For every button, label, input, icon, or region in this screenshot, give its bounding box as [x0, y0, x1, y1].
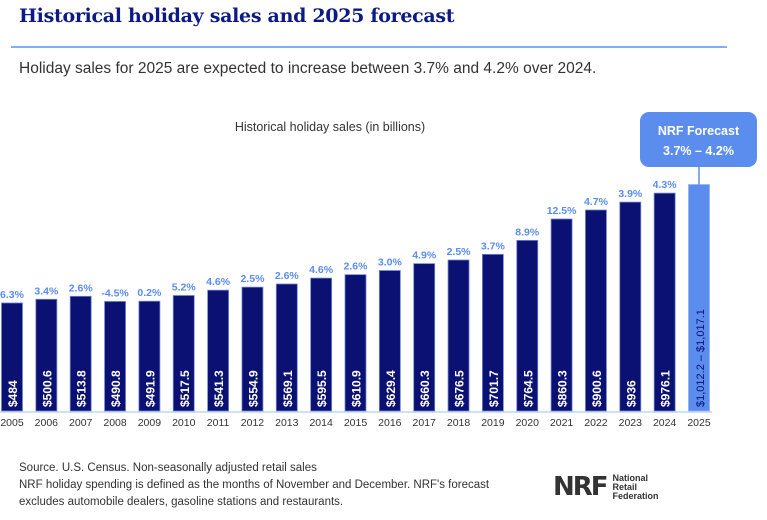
year-label: 2015	[344, 417, 368, 429]
growth-label: 3.9%	[618, 188, 643, 200]
growth-label: 4.6%	[206, 276, 231, 288]
bar-value-label: $900.6	[590, 370, 604, 407]
footer-notes: Source. U.S. Census. Non-seasonally adju…	[19, 460, 489, 511]
year-label: 2010	[172, 417, 196, 429]
year-label: 2012	[241, 417, 265, 429]
year-label: 2021	[550, 417, 574, 429]
bar-value-label: $1,012.2 – $1,017.1	[695, 309, 707, 407]
forecast-callout-range: 3.7% – 4.2%	[663, 144, 734, 158]
bar	[516, 239, 539, 412]
bar-value-label: $860.3	[556, 370, 570, 407]
year-label: 2013	[275, 417, 299, 429]
bar	[413, 263, 436, 412]
growth-label: 4.7%	[584, 196, 609, 208]
bar	[1, 302, 23, 412]
title-divider	[11, 46, 727, 48]
bar	[275, 283, 298, 412]
page-subtitle: Holiday sales for 2025 are expected to i…	[19, 60, 597, 77]
bar-value-label: $517.5	[178, 370, 192, 407]
bar-value-label: $610.9	[350, 370, 364, 407]
bar-value-label: $660.3	[418, 370, 432, 407]
logo-text: National Retail Federation	[612, 472, 659, 501]
year-label: 2008	[103, 417, 127, 429]
bar	[104, 301, 126, 412]
year-label: 2017	[413, 417, 437, 429]
growth-label: 5.2%	[172, 281, 197, 293]
growth-label: 4.3%	[653, 179, 678, 191]
bar	[619, 201, 642, 412]
bar-value-label: $701.7	[487, 370, 501, 407]
bar-value-label: $500.6	[40, 370, 54, 407]
source-note: Source. U.S. Census. Non-seasonally adju…	[19, 462, 317, 474]
logo-mark: NRF	[553, 472, 609, 502]
bar	[653, 192, 676, 412]
growth-label: 12.5%	[547, 205, 577, 217]
bar	[481, 253, 504, 412]
bar	[138, 300, 161, 412]
year-label: 2024	[653, 417, 677, 429]
bar	[207, 289, 230, 412]
bar	[550, 218, 573, 412]
page-title: Historical holiday sales and 2025 foreca…	[19, 5, 455, 27]
growth-label: 6.3%	[0, 289, 25, 301]
growth-label: 3.0%	[378, 257, 403, 269]
year-label: 2022	[584, 417, 608, 429]
growth-label: 2.6%	[69, 282, 94, 294]
bar	[585, 209, 607, 412]
nrf-logo: NRF National Retail Federation	[553, 472, 659, 502]
bar	[344, 274, 367, 412]
year-label: 2009	[138, 417, 162, 429]
bar	[447, 259, 470, 412]
growth-label: 2.5%	[447, 246, 472, 258]
growth-label: 2.6%	[275, 270, 300, 282]
year-label: 2019	[481, 417, 505, 429]
bar-value-label: $764.5	[521, 370, 535, 407]
bar-value-label: $676.5	[453, 370, 467, 407]
bar	[35, 298, 58, 412]
year-label: 2025	[687, 417, 711, 429]
bar-value-label: $484	[6, 380, 20, 407]
bar	[310, 277, 333, 412]
year-label: 2020	[516, 417, 540, 429]
year-label: 2023	[619, 417, 643, 429]
bar-value-label: $554.9	[246, 370, 260, 407]
bar-value-label: $490.8	[109, 370, 123, 407]
year-label: 2014	[309, 417, 333, 429]
bar-value-label: $595.5	[315, 370, 329, 407]
bar	[69, 295, 92, 412]
bar-value-label: $976.1	[659, 370, 673, 407]
bar-chart: Historical holiday sales (in billions) $…	[0, 112, 757, 429]
forecast-callout-title: NRF Forecast	[658, 124, 740, 138]
bar-value-label: $513.8	[75, 370, 89, 407]
year-label: 2016	[378, 417, 402, 429]
bar-value-label: $569.1	[281, 370, 295, 407]
year-label: 2011	[207, 417, 230, 429]
year-label: 2006	[35, 417, 59, 429]
chart-title: Historical holiday sales (in billions)	[235, 120, 425, 134]
year-label: 2007	[69, 417, 93, 429]
bar-value-label: $629.4	[384, 370, 398, 407]
bar	[378, 270, 401, 412]
growth-label: 4.6%	[309, 264, 334, 276]
growth-label: 2.5%	[240, 273, 265, 285]
bar-value-label: $936	[624, 380, 638, 407]
growth-label: 4.9%	[412, 250, 437, 262]
bar-value-label: $491.9	[143, 370, 157, 407]
growth-label: 0.2%	[137, 287, 162, 299]
bar	[241, 286, 264, 412]
growth-label: -4.5%	[101, 287, 129, 299]
bar-value-label: $541.3	[212, 370, 226, 407]
year-label: 2005	[0, 417, 24, 429]
exclusion-note: excludes automobile dealers, gasoline st…	[19, 496, 344, 508]
growth-label: 2.6%	[344, 261, 369, 273]
bar	[172, 295, 195, 412]
growth-label: 8.9%	[515, 226, 540, 238]
forecast-callout	[640, 112, 757, 167]
growth-label: 3.7%	[481, 240, 506, 252]
year-label: 2018	[447, 417, 471, 429]
growth-label: 3.4%	[34, 285, 59, 297]
definition-note: NRF holiday spending is defined as the m…	[19, 479, 490, 491]
